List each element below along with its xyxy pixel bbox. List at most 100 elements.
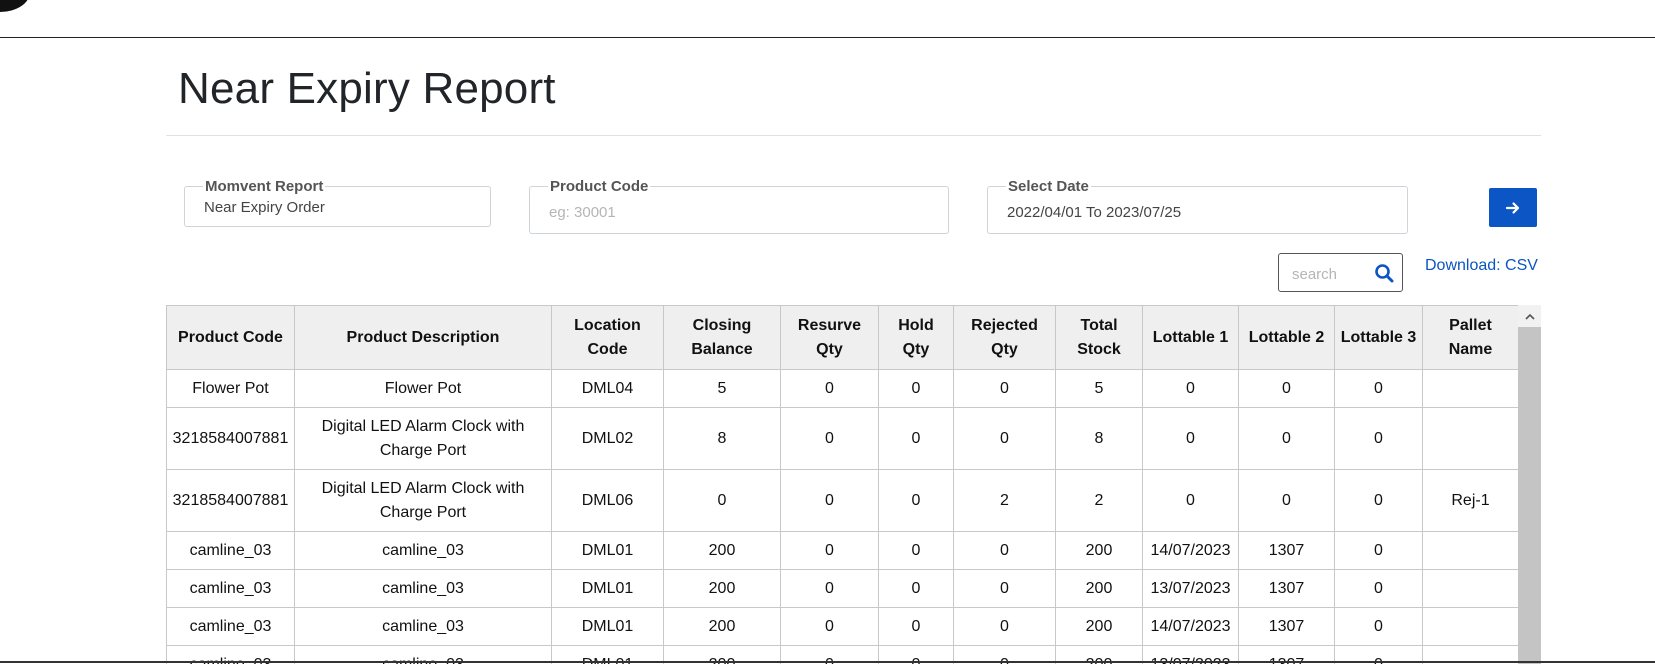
table-cell: 0 <box>878 531 954 570</box>
table-cell: DML06 <box>551 469 664 532</box>
table-cell: 0 <box>1334 569 1423 608</box>
table-cell: 0 <box>1238 369 1335 408</box>
bottom-divider <box>0 661 1655 663</box>
table-row[interactable]: camline_03 camline_03 DML01 200 0 0 0 200 14/07/… <box>166 531 1519 570</box>
col-header[interactable]: Lottable 3 <box>1334 305 1423 370</box>
table-cell: 0 <box>780 407 879 470</box>
page-title: Near Expiry Report <box>178 64 556 113</box>
table-cell: 0 <box>780 469 879 532</box>
search-icon[interactable] <box>1374 263 1394 283</box>
table-cell: camline_03 <box>166 531 295 570</box>
col-header[interactable]: Product Description <box>294 305 552 370</box>
table-cell: 0 <box>1334 469 1423 532</box>
submit-button[interactable] <box>1489 188 1537 227</box>
date-range-value[interactable]: 2022/04/01 To 2023/07/25 <box>1007 204 1182 221</box>
arrow-right-icon <box>1505 201 1520 214</box>
table-cell: 0 <box>1142 407 1239 470</box>
download-csv-link[interactable]: Download: CSV <box>1425 257 1538 274</box>
col-header[interactable]: Lottable 2 <box>1238 305 1335 370</box>
table-cell: 0 <box>878 469 954 532</box>
table-cell: 1307 <box>1238 607 1335 646</box>
table-cell: 0 <box>953 607 1056 646</box>
table-cell: 0 <box>953 407 1056 470</box>
table-cell <box>1422 369 1519 408</box>
table-cell: 5 <box>1055 369 1143 408</box>
table-cell: DML04 <box>551 369 664 408</box>
table-cell <box>1422 607 1519 646</box>
table-cell: 13/07/2023 <box>1142 569 1239 608</box>
table-cell: 3218584007881 <box>166 407 295 470</box>
table-cell: 0 <box>1238 469 1335 532</box>
date-range-field[interactable]: Select Date 2022/04/01 To 2023/07/25 <box>987 178 1408 234</box>
table-row[interactable]: 3218584007881 Digital LED Alarm Clock wit… <box>166 469 1519 532</box>
table-cell: DML01 <box>551 531 664 570</box>
table-cell: 0 <box>780 531 879 570</box>
table-cell: Flower Pot <box>294 369 552 408</box>
table-cell: 2 <box>1055 469 1143 532</box>
col-header[interactable]: Resurve Qty <box>780 305 879 370</box>
table-cell: 0 <box>780 569 879 608</box>
table-cell: 0 <box>1334 369 1423 408</box>
product-code-input[interactable]: eg: 30001 <box>549 204 616 221</box>
top-navbar <box>0 0 1655 38</box>
col-header[interactable]: Hold Qty <box>878 305 954 370</box>
col-header[interactable]: Rejected Qty <box>953 305 1056 370</box>
table-cell: 8 <box>663 407 781 470</box>
table-cell: 200 <box>663 569 781 608</box>
col-header[interactable]: Lottable 1 <box>1142 305 1239 370</box>
avatar[interactable] <box>0 0 30 12</box>
table-row[interactable]: Flower Pot Flower Pot DML04 5 0 0 0 5 0 0 0 <box>166 369 1519 408</box>
table-cell: 3218584007881 <box>166 469 295 532</box>
table-cell: Digital LED Alarm Clock with Charge Port <box>294 469 552 532</box>
table-header-row: Product Code Product Description Locatio… <box>166 305 1519 370</box>
table-row[interactable]: camline_03 camline_03 DML01 200 0 0 0 200 14/07/… <box>166 607 1519 646</box>
report-table-container: Product Code Product Description Locatio… <box>166 305 1541 664</box>
title-divider <box>166 135 1541 136</box>
table-cell <box>1422 569 1519 608</box>
table-cell: 1307 <box>1238 531 1335 570</box>
table-scrollbar[interactable] <box>1518 305 1541 664</box>
report-type-field[interactable]: Momvent Report Near Expiry Order <box>184 178 491 227</box>
table-cell: DML02 <box>551 407 664 470</box>
date-range-label: Select Date <box>1006 178 1091 195</box>
table-cell: 8 <box>1055 407 1143 470</box>
table-cell: 0 <box>663 469 781 532</box>
col-header[interactable]: Location Code <box>551 305 664 370</box>
table-cell: camline_03 <box>294 607 552 646</box>
search-input[interactable]: search <box>1278 253 1403 292</box>
col-header[interactable]: Total Stock <box>1055 305 1143 370</box>
col-header[interactable]: Product Code <box>166 305 295 370</box>
table-cell: 0 <box>953 369 1056 408</box>
table-row[interactable]: 3218584007881 Digital LED Alarm Clock wit… <box>166 407 1519 470</box>
table-cell: 200 <box>1055 531 1143 570</box>
table-cell: 0 <box>878 407 954 470</box>
table-cell: DML01 <box>551 569 664 608</box>
search-placeholder: search <box>1292 266 1338 283</box>
table-row[interactable]: camline_03 camline_03 DML01 200 0 0 0 200 13/07/… <box>166 645 1519 664</box>
table-cell: 1307 <box>1238 569 1335 608</box>
product-code-field[interactable]: Product Code eg: 30001 <box>529 178 949 234</box>
table-row[interactable]: camline_03 camline_03 DML01 200 0 0 0 200 13/07/… <box>166 569 1519 608</box>
scroll-up-icon[interactable] <box>1518 305 1541 327</box>
report-table: Product Code Product Description Locatio… <box>166 305 1519 664</box>
table-cell: 0 <box>878 607 954 646</box>
table-cell <box>1422 407 1519 470</box>
table-cell: 0 <box>953 531 1056 570</box>
table-cell: 0 <box>1334 531 1423 570</box>
table-cell: 0 <box>1142 369 1239 408</box>
table-cell: 0 <box>780 607 879 646</box>
table-cell: 200 <box>1055 569 1143 608</box>
table-cell: 0 <box>1142 469 1239 532</box>
table-cell: 0 <box>878 569 954 608</box>
col-header[interactable]: Closing Balance <box>663 305 781 370</box>
table-cell: camline_03 <box>166 607 295 646</box>
table-cell: camline_03 <box>294 531 552 570</box>
table-cell: 2 <box>953 469 1056 532</box>
table-cell: camline_03 <box>294 569 552 608</box>
table-cell <box>1422 531 1519 570</box>
table-cell: 200 <box>663 607 781 646</box>
report-type-label: Momvent Report <box>203 178 326 195</box>
table-cell: DML01 <box>551 607 664 646</box>
report-type-value[interactable]: Near Expiry Order <box>204 199 325 216</box>
col-header[interactable]: Pallet Name <box>1422 305 1519 370</box>
